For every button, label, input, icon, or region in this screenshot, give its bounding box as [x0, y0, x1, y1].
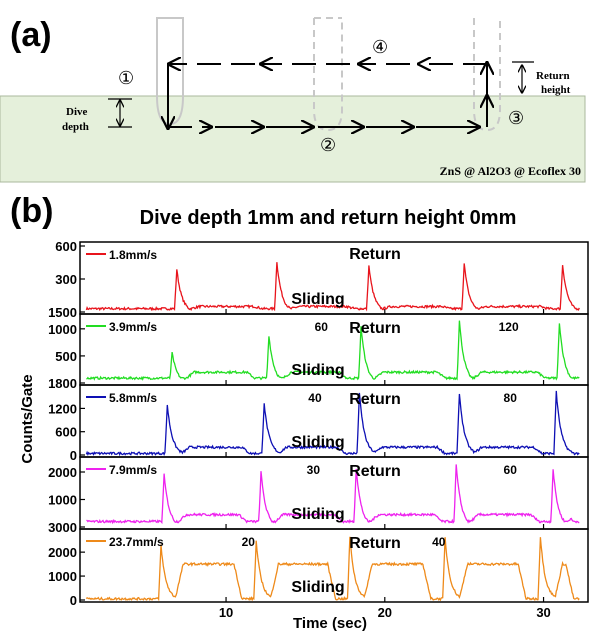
x-tick-label: 20 [378, 605, 392, 620]
return-label: Return [349, 463, 401, 480]
material-label: ZnS @ Al2O3 @ Ecoflex 30 [440, 164, 581, 178]
count-label: 20 [242, 535, 256, 549]
y-tick-label: 1000 [48, 493, 77, 508]
panel-b: (b) Dive depth 1mm and return height 0mm… [10, 192, 588, 632]
step-3-label: ③ [508, 108, 524, 128]
count-label: 60 [504, 463, 518, 477]
x-tick-label: 10 [219, 605, 233, 620]
legend-label: 1.8mm/s [109, 248, 157, 262]
y-tick-label: 0 [70, 593, 77, 608]
y-tick-label: 1000 [48, 322, 77, 337]
y-tick-label: 0 [70, 448, 77, 463]
step-4-label: ④ [372, 37, 388, 57]
y-tick-label: 600 [55, 239, 77, 254]
subplot-2: 1000 500 1800 3.9mm/s Return Sliding 60 120 [48, 314, 588, 391]
dive-depth-label-1: Dive [66, 106, 88, 118]
x-tick-label: 30 [536, 605, 550, 620]
y-tick-label: 1000 [48, 569, 77, 584]
y-tick-label: 1800 [48, 376, 77, 391]
count-label: 60 [315, 320, 329, 334]
dive-depth-label-2: depth [62, 121, 89, 133]
return-label: Return [349, 535, 401, 552]
sliding-label: Sliding [291, 579, 344, 596]
y-tick-label: 1200 [48, 401, 77, 416]
legend-label: 7.9mm/s [109, 463, 157, 477]
x-axis-label: Time (sec) [293, 615, 367, 632]
count-label: 40 [432, 535, 446, 549]
chart-title: Dive depth 1mm and return height 0mm [140, 207, 517, 229]
y-tick-label: 2000 [48, 545, 77, 560]
count-label: 30 [307, 463, 321, 477]
sliding-label: Sliding [291, 434, 344, 451]
subplot-5: 2000 1000 0 10 20 30 23.7mm/s Return Sliding 20 40 [48, 529, 588, 620]
return-label: Return [349, 391, 401, 408]
return-height-label-2: height [541, 84, 571, 96]
step-2-label: ② [320, 135, 336, 155]
panel-b-label: (b) [10, 192, 53, 230]
y-tick-label: 300 [55, 272, 77, 287]
panel-a-label: (a) [10, 16, 52, 54]
return-label: Return [349, 320, 401, 337]
y-tick-label: 3000 [48, 520, 77, 535]
panel-a: (a) ① ② [0, 16, 585, 182]
sliding-label: Sliding [291, 506, 344, 523]
step-1-label: ① [118, 68, 134, 88]
sliding-label: Sliding [291, 291, 344, 308]
count-label: 40 [308, 391, 322, 405]
count-label: 120 [499, 320, 519, 334]
subplot-3: 1200 600 0 5.8mm/s Return Sliding 40 80 [48, 385, 588, 463]
return-label: Return [349, 246, 401, 263]
legend-label: 5.8mm/s [109, 391, 157, 405]
return-height-label-1: Return [536, 70, 570, 82]
subplot-1: 600 300 1500 1.8mm/s Return Sliding [48, 239, 588, 320]
subplot-4: 2000 1000 3000 7.9mm/s Return Sliding 30 60 [48, 457, 588, 535]
y-axis-label: Counts/Gate [19, 374, 36, 463]
count-label: 80 [504, 391, 518, 405]
y-tick-label: 600 [55, 425, 77, 440]
y-tick-label: 500 [55, 349, 77, 364]
legend-label: 3.9mm/s [109, 320, 157, 334]
legend-label: 23.7mm/s [109, 535, 164, 549]
sliding-label: Sliding [291, 362, 344, 379]
y-tick-label: 2000 [48, 465, 77, 480]
return-height-indicator [512, 62, 534, 92]
y-tick-label: 1500 [48, 305, 77, 320]
